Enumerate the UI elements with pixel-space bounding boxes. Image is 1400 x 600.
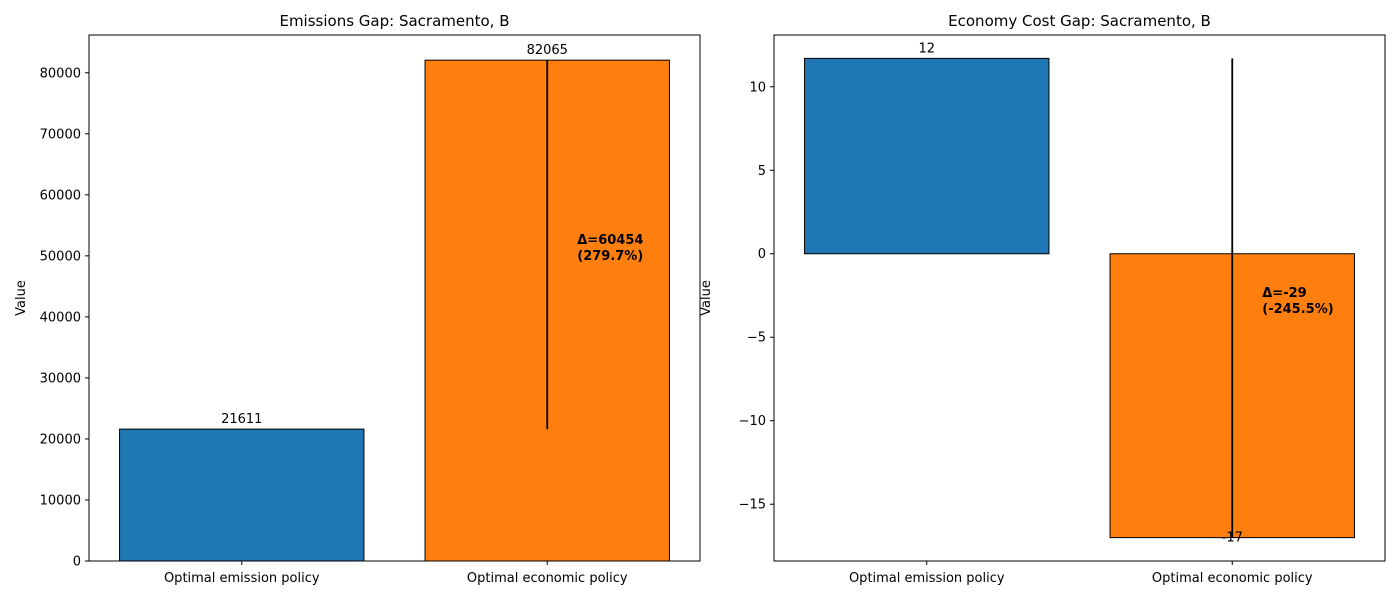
gap-annotation-line: Δ=60454: [577, 233, 643, 248]
y-tick-label: 0: [73, 555, 81, 570]
bar-1: [804, 57, 1050, 255]
chart-title: Emissions Gap: Sacramento, B: [279, 12, 509, 30]
x-tick-label: Optimal emission policy: [849, 571, 1005, 586]
axes-frame: [88, 34, 701, 562]
y-tick-label: 0: [758, 247, 766, 262]
gap-annotation-line: (279.7%): [577, 249, 643, 264]
bar-1: [119, 428, 365, 562]
value-label: 82065: [527, 43, 568, 58]
x-tick-label: Optimal economic policy: [467, 571, 628, 586]
gap-annotation-line: (-245.5%): [1262, 302, 1333, 317]
y-tick-label: −15: [739, 498, 766, 513]
chart-title: Economy Cost Gap: Sacramento, B: [948, 12, 1211, 30]
y-tick-label: 30000: [40, 371, 81, 386]
x-tick-label: Optimal economic policy: [1152, 571, 1313, 586]
y-tick-label: 10: [749, 80, 766, 95]
y-tick-label: 10000: [40, 493, 81, 508]
chart-panel-1: 21611 82065 Δ=60454(279.7%) 0 10000 20000 3000…: [14, 12, 701, 586]
value-label: 12: [918, 41, 935, 56]
y-tick-label: 60000: [40, 188, 81, 203]
y-tick-label: 20000: [40, 432, 81, 447]
y-tick-label: 50000: [40, 249, 81, 264]
value-label: -17: [1222, 531, 1243, 546]
y-tick-label: 80000: [40, 66, 81, 81]
axes-frame: [773, 34, 1386, 562]
y-tick-label: 5: [758, 164, 766, 179]
y-axis-label: Value: [14, 280, 29, 316]
y-tick-label: 40000: [40, 310, 81, 325]
y-tick-label: −5: [747, 331, 766, 346]
value-label: 21611: [221, 412, 262, 427]
gap-annotation-line: Δ=-29: [1262, 286, 1306, 301]
x-tick-label: Optimal emission policy: [164, 571, 320, 586]
y-tick-label: −10: [739, 414, 766, 429]
chart-panel-2: 12 -17 Δ=-29(-245.5%) −15 −10 −5 0 5 10 Optimal e…: [699, 12, 1386, 586]
y-tick-label: 70000: [40, 127, 81, 142]
y-axis-label: Value: [699, 280, 714, 316]
